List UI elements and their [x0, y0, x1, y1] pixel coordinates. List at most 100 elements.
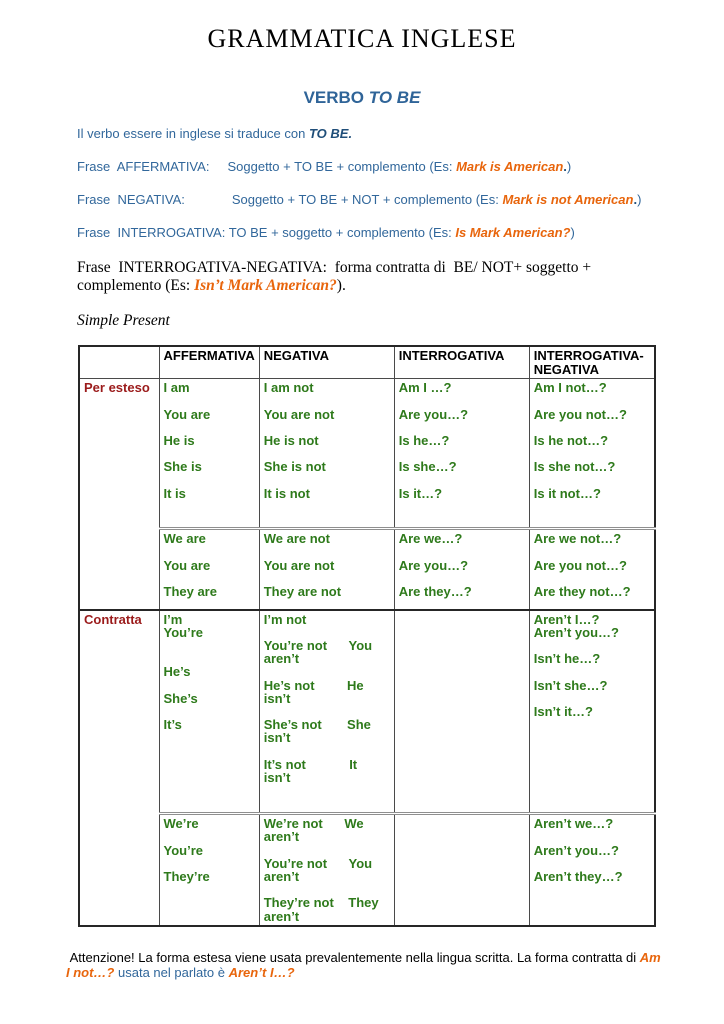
- page-title: GRAMMATICA INGLESE: [207, 24, 517, 53]
- cell-line: You are: [163, 406, 211, 422]
- table-row: We are You are They are We are not You are n…: [79, 527, 656, 611]
- cell-line: Aren’t they…?: [533, 868, 623, 884]
- cell-line: He is not: [263, 432, 319, 448]
- cell-line: We’re: [163, 816, 199, 832]
- cell-line: Are you…?: [398, 406, 469, 422]
- cell-line: You’re: [163, 842, 204, 858]
- section-heading: VERBO TO BE: [0, 88, 724, 108]
- cell-line: You’re: [163, 624, 204, 640]
- cell-line: [164, 474, 255, 487]
- cell-line: Isn’t it…?: [533, 704, 593, 720]
- cell-line: Am I …?: [398, 380, 452, 396]
- cell-line: Are they not…?: [533, 583, 631, 599]
- cell-line: [264, 745, 390, 758]
- cell-line: Aren’t you…?: [533, 842, 619, 858]
- table-cell: We are not You are not They are not: [258, 527, 395, 611]
- cell-line: [534, 545, 651, 558]
- example-negativa: Mark is not American: [502, 192, 634, 207]
- cell-line: [164, 830, 255, 843]
- line-interrogativa-negativa: Frase INTERROGATIVA-NEGATIVA: forma cont…: [77, 259, 596, 294]
- conjugation-table: AFFERMATIVA NEGATIVA INTERROGATIVA INTERROG…: [78, 345, 657, 927]
- table-cell: Am I not…? Are you not…? Is he not…? Is she…: [528, 378, 656, 530]
- cell-line: It’s: [163, 717, 182, 733]
- subtitle-verb: TO BE: [368, 88, 421, 107]
- cell-line: [534, 421, 651, 434]
- cell-line: [264, 421, 390, 434]
- cell-line: [399, 572, 525, 585]
- table-row: We’re You’re They’re We’re not We aren’t You’…: [79, 812, 656, 927]
- cell-line: aren’t: [263, 829, 300, 845]
- cell-line: isn’t: [263, 770, 291, 786]
- line-negativa: Frase NEGATIVA: Soggetto + TO BE + NOT +…: [77, 192, 642, 207]
- column-header: INTERROGATIVA-NEGATIVA: [528, 345, 656, 380]
- line-traduzione: Il verbo essere in inglese si traduce co…: [77, 126, 353, 141]
- cell-line: [164, 572, 255, 585]
- cell-line: I am: [163, 380, 190, 396]
- table-cell: We are You are They are: [158, 527, 260, 611]
- cell-line: She is: [163, 459, 202, 475]
- row-label: Per esteso: [78, 378, 160, 611]
- cell-line: You’re not You: [263, 855, 373, 871]
- cell-line: [264, 394, 390, 407]
- example-affermativa: Mark is American: [456, 159, 564, 174]
- table-cell: I’m You’re He’s She’s It’s: [158, 608, 260, 815]
- cell-line: [534, 572, 651, 585]
- cell-line: He’s not He: [263, 677, 364, 693]
- cell-line: He’s: [163, 664, 191, 680]
- cell-line: [264, 545, 390, 558]
- simple-present-label: Simple Present: [77, 312, 170, 330]
- cell-line: You are not: [263, 406, 335, 422]
- table-cell: Are we not…? Are you not…? Are they not…?: [528, 527, 656, 611]
- cell-line: [164, 639, 255, 652]
- table-row: Per esteso I am You are He is She is It is I a…: [78, 378, 656, 611]
- cell-line: aren’t: [263, 908, 300, 924]
- cell-line: Is she…?: [398, 459, 457, 475]
- cell-line: Aren’t we…?: [533, 816, 614, 832]
- table-body: Per esteso I am You are He is She is It is I a…: [78, 378, 656, 927]
- cell-line: [264, 665, 390, 678]
- cell-line: [264, 474, 390, 487]
- cell-line: He is: [163, 432, 195, 448]
- cell-line: [264, 844, 390, 857]
- cell-line: I am not: [263, 380, 314, 396]
- cell-line: Are we not…?: [533, 531, 622, 547]
- row-label: Contratta: [78, 608, 160, 927]
- cell-line: I’m: [163, 611, 183, 627]
- cell-line: Aren’t you…?: [533, 624, 619, 640]
- cell-line: They are not: [263, 583, 342, 599]
- cell-line: Is it…?: [398, 485, 443, 501]
- cell-line: They’re not They: [263, 895, 379, 911]
- table-cell: [393, 608, 530, 815]
- table-row: Contratta I’m You’re He’s She’s It’s I’m not Yo…: [78, 608, 656, 927]
- table-cell: Are we…? Are you…? Are they…?: [393, 527, 530, 611]
- cell-line: [164, 421, 255, 434]
- to-be-emphasis: TO BE.: [308, 126, 353, 141]
- cell-line: She’s: [163, 690, 198, 706]
- cell-line: It is not: [263, 485, 310, 501]
- cell-line: [399, 394, 525, 407]
- cell-line: Am I not…?: [533, 380, 607, 396]
- intro-block: Il verbo essere in inglese si traduce co…: [77, 127, 724, 240]
- footer-example-2: Aren’t I…?: [228, 965, 295, 981]
- cell-line: aren’t: [263, 868, 300, 884]
- cell-line: Is he…?: [398, 432, 450, 448]
- table-cell: I am You are He is She is It is: [158, 378, 260, 530]
- line-interrogativa: Frase INTERROGATIVA: TO BE + soggetto + …: [77, 225, 575, 240]
- cell-line: They’re: [163, 868, 210, 884]
- cell-line: Are we…?: [398, 531, 463, 547]
- cell-line: She is not: [263, 459, 326, 475]
- cell-line: isn’t: [263, 690, 291, 706]
- cell-line: Are you not…?: [533, 406, 627, 422]
- table-cell: Am I …? Are you…? Is he…? Is she…? Is it…?: [393, 378, 530, 530]
- column-header: [78, 345, 160, 380]
- cell-line: isn’t: [263, 730, 291, 746]
- cell-line: Aren’t I…?: [533, 611, 600, 627]
- cell-line: [164, 394, 255, 407]
- cell-line: Is it not…?: [533, 485, 601, 501]
- cell-line: Isn’t he…?: [533, 651, 601, 667]
- table-cell: We’re not We aren’t You’re not You aren’t Th…: [258, 812, 395, 927]
- cell-line: aren’t: [263, 651, 300, 667]
- table-header: AFFERMATIVA NEGATIVA INTERROGATIVA INTERROG…: [78, 345, 656, 380]
- cell-line: [164, 679, 255, 692]
